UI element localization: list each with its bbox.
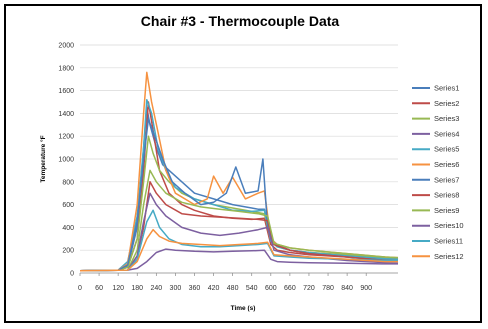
x-tick-label: 0 xyxy=(78,285,82,292)
chart-title: Chair #3 - Thermocouple Data xyxy=(141,13,340,29)
x-tick-labels: 0 60 120 180 240 300 360 420 480 540 600 660 720 780 8… xyxy=(78,273,372,292)
x-tick-label: 840 xyxy=(341,285,353,292)
legend-entry-series9: Series9 xyxy=(434,206,459,215)
series-line-series4 xyxy=(79,248,398,272)
x-tick-label: 120 xyxy=(112,285,124,292)
series-line-series7 xyxy=(79,118,399,272)
legend-entry-series11: Series11 xyxy=(434,237,463,246)
y-tick-label: 800 xyxy=(62,179,74,186)
y-tick-label: 1800 xyxy=(58,65,74,72)
x-tick-label: 780 xyxy=(322,285,334,292)
grid-lines xyxy=(80,44,398,274)
x-tick-label: 900 xyxy=(360,285,372,292)
series-line-series12 xyxy=(79,228,398,272)
legend-entry-series2: Series2 xyxy=(434,99,459,108)
series-line-series6 xyxy=(79,71,399,272)
x-tick-label: 480 xyxy=(227,285,239,292)
legend: Series1 Series2 Series3 Series4 Series5 Serie… xyxy=(412,84,464,261)
series-line-series11 xyxy=(79,209,398,272)
y-tick-label: 1200 xyxy=(58,134,74,141)
x-tick-label: 360 xyxy=(189,285,201,292)
legend-entry-series3: Series3 xyxy=(434,114,459,123)
series-line-series8 xyxy=(79,181,399,272)
x-tick-label: 180 xyxy=(131,285,143,292)
y-tick-label: 400 xyxy=(62,225,74,232)
x-tick-label: 60 xyxy=(95,285,103,292)
y-tick-label: 1600 xyxy=(58,88,74,95)
x-tick-label: 720 xyxy=(303,285,315,292)
legend-entry-series8: Series8 xyxy=(434,191,459,200)
x-axis-label: Time (s) xyxy=(231,305,256,312)
y-tick-label: 1400 xyxy=(58,111,74,118)
y-tick-label: 200 xyxy=(62,248,74,255)
y-tick-label: 1000 xyxy=(58,157,74,164)
legend-entry-series7: Series7 xyxy=(434,175,459,184)
legend-entry-series6: Series6 xyxy=(434,160,459,169)
chart-frame xyxy=(4,4,482,323)
legend-entry-series10: Series10 xyxy=(434,221,464,230)
y-tick-labels: 0 200 400 600 800 1000 1200 1400 1600 1800 2000 xyxy=(58,43,74,278)
x-tick-label: 540 xyxy=(246,285,258,292)
y-tick-label: 600 xyxy=(62,202,74,209)
x-tick-label: 420 xyxy=(208,285,220,292)
y-tick-label: 2000 xyxy=(58,43,74,50)
legend-entry-series1: Series1 xyxy=(434,84,459,93)
legend-entry-series12: Series12 xyxy=(434,252,464,261)
y-axis-label: Temperature °F xyxy=(39,135,47,182)
x-tick-label: 300 xyxy=(170,285,182,292)
legend-entry-series4: Series4 xyxy=(434,129,459,138)
x-tick-label: 240 xyxy=(150,285,162,292)
x-tick-label: 600 xyxy=(265,285,277,292)
x-tick-label: 660 xyxy=(284,285,296,292)
legend-entry-series5: Series5 xyxy=(434,145,459,154)
y-tick-label: 0 xyxy=(70,271,74,278)
series-lines xyxy=(79,71,399,272)
series-line-series9 xyxy=(79,169,399,272)
